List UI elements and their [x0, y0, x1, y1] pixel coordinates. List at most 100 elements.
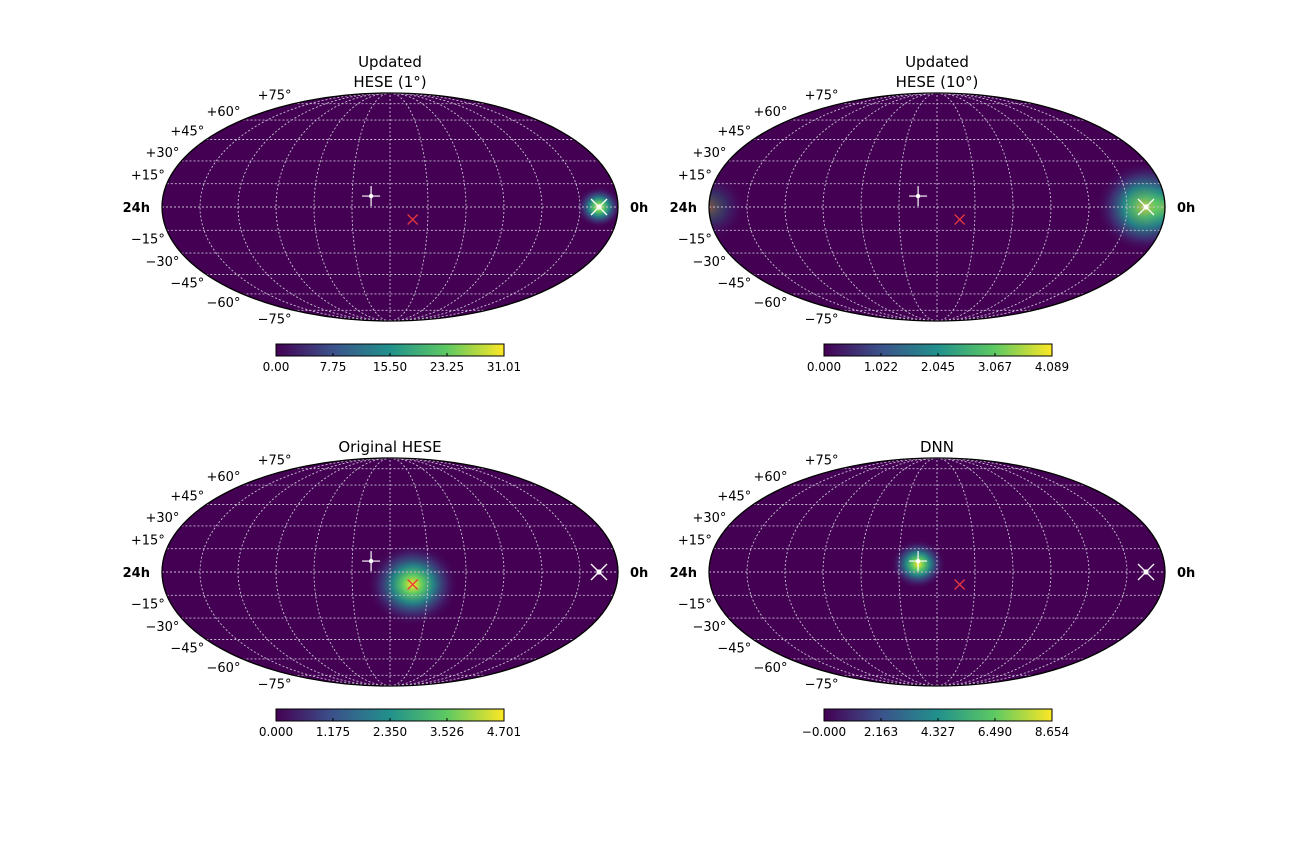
chart-title: HESE (10°): [896, 73, 979, 91]
colorbar-tick-label: 0.000: [259, 725, 293, 739]
colorbar-tick-label: 23.25: [430, 360, 464, 374]
meridian-line: [936, 458, 1052, 686]
meridian-line: [389, 458, 505, 686]
chart-title: DNN: [920, 438, 954, 456]
meridian-line: [746, 93, 938, 321]
ra-label-left: 24h: [123, 201, 150, 216]
dec-label: +30°: [692, 146, 726, 161]
colorbar-tick-label: 0.00: [263, 360, 290, 374]
dec-label: −60°: [207, 661, 241, 676]
dec-label: +75°: [258, 454, 292, 469]
xstar-marker: [590, 198, 608, 216]
chart-title: Updated: [905, 53, 969, 71]
colorbar-tick-label: 7.75: [320, 360, 347, 374]
meridian-line: [275, 93, 391, 321]
dec-label: −75°: [805, 677, 839, 692]
cross-marker: [954, 579, 966, 590]
dec-label: +75°: [805, 89, 839, 104]
skymap-panel-4: DNN 24h 0h +75° +60°+45° +30° +15° −15° −30° −45°…: [670, 438, 1196, 739]
colorbar-tick-label: 3.067: [978, 360, 1012, 374]
colorbar-tick-label: 2.350: [373, 725, 407, 739]
dec-label: −15°: [678, 597, 712, 612]
chart-title: Updated: [358, 53, 422, 71]
colorbar-tick-label: 8.654: [1035, 725, 1069, 739]
dec-label: +15°: [678, 534, 712, 549]
meridian-line: [746, 458, 938, 686]
dec-label: −75°: [805, 312, 839, 327]
dec-label: −75°: [258, 312, 292, 327]
colorbar-tick-label: 4.089: [1035, 360, 1069, 374]
colorbar: 0.00 7.75 15.50 23.25 31.01: [263, 343, 521, 374]
dec-label: −30°: [692, 255, 726, 270]
colorbar-tick-label: 6.490: [978, 725, 1012, 739]
plus-marker: [909, 186, 928, 207]
sky-outline: [161, 92, 619, 322]
plus-marker: [909, 551, 928, 572]
meridian-line: [936, 93, 1052, 321]
colorbar-tick-label: 4.701: [487, 725, 521, 739]
meridian-line: [199, 458, 391, 686]
dec-label: −45°: [170, 641, 204, 656]
colorbar-tick-label: 2.163: [864, 725, 898, 739]
dec-label: −60°: [207, 296, 241, 311]
plus-marker: [362, 186, 381, 207]
plus-marker: [362, 551, 381, 572]
dec-label: +60°: [207, 105, 241, 120]
meridian-line: [936, 93, 1090, 321]
colorbar-tick-label: 15.50: [373, 360, 407, 374]
ra-label-right: 0h: [1177, 201, 1195, 216]
dec-label: +15°: [131, 169, 165, 184]
colorbar-tick-label: 4.327: [921, 725, 955, 739]
dec-label: −45°: [170, 276, 204, 291]
ra-label-right: 0h: [1177, 566, 1195, 581]
colorbar: −0.000 2.163 4.327 6.490 8.654: [802, 708, 1069, 739]
skymap-panel-2: Updated HESE (10°) 24h 0h +75° +60°+45° +30° +1…: [670, 53, 1196, 374]
dec-label: +45°: [170, 125, 204, 140]
skymap-panel-3: Original HESE 24h 0h +75° +60°+45° +30° +15° −1…: [123, 438, 649, 739]
meridian-line: [936, 93, 1128, 321]
skymap-panel-1: Updated HESE (1°) 24h 0h +75° +60°+45° +30° +15…: [123, 53, 649, 374]
cross-marker: [954, 214, 966, 225]
meridian-line: [389, 93, 581, 321]
dec-label: +60°: [207, 470, 241, 485]
meridian-line: [936, 458, 1128, 686]
colorbar-tick-label: 1.022: [864, 360, 898, 374]
meridian-line: [784, 458, 938, 686]
colorbar-tick-label: 3.526: [430, 725, 464, 739]
dec-label: +15°: [678, 169, 712, 184]
dec-label: +30°: [692, 511, 726, 526]
meridian-line: [389, 458, 581, 686]
sky-outline: [708, 92, 1166, 322]
ra-label-left: 24h: [670, 201, 697, 216]
dec-label: −60°: [754, 296, 788, 311]
chart-title: HESE (1°): [353, 73, 426, 91]
ra-label-left: 24h: [123, 566, 150, 581]
sky-outline: [161, 457, 619, 687]
dec-label: +30°: [145, 511, 179, 526]
meridian-line: [389, 93, 543, 321]
meridian-line: [389, 458, 543, 686]
meridian-line: [237, 93, 391, 321]
colorbar-tick-label: 0.000: [807, 360, 841, 374]
graticule: [162, 93, 618, 321]
meridian-line: [237, 458, 391, 686]
ra-label-left: 24h: [670, 566, 697, 581]
sky-outline: [708, 457, 1166, 687]
colorbar-tick-label: 31.01: [487, 360, 521, 374]
dec-label: +45°: [170, 490, 204, 505]
xstar-marker: [1137, 563, 1155, 581]
dec-label: +60°: [754, 105, 788, 120]
colorbar-tick-label: 2.045: [921, 360, 955, 374]
graticule: [162, 458, 618, 686]
dec-label: −15°: [131, 232, 165, 247]
meridian-line: [275, 458, 391, 686]
xstar-marker: [1137, 198, 1155, 216]
dec-label: −45°: [717, 276, 751, 291]
colorbar: 0.000 1.175 2.350 3.526 4.701: [259, 708, 521, 739]
ra-label-right: 0h: [630, 201, 648, 216]
dec-label: +60°: [754, 470, 788, 485]
dec-label: −30°: [145, 255, 179, 270]
ra-label-right: 0h: [630, 566, 648, 581]
dec-label: +30°: [145, 146, 179, 161]
meridian-line: [389, 93, 505, 321]
